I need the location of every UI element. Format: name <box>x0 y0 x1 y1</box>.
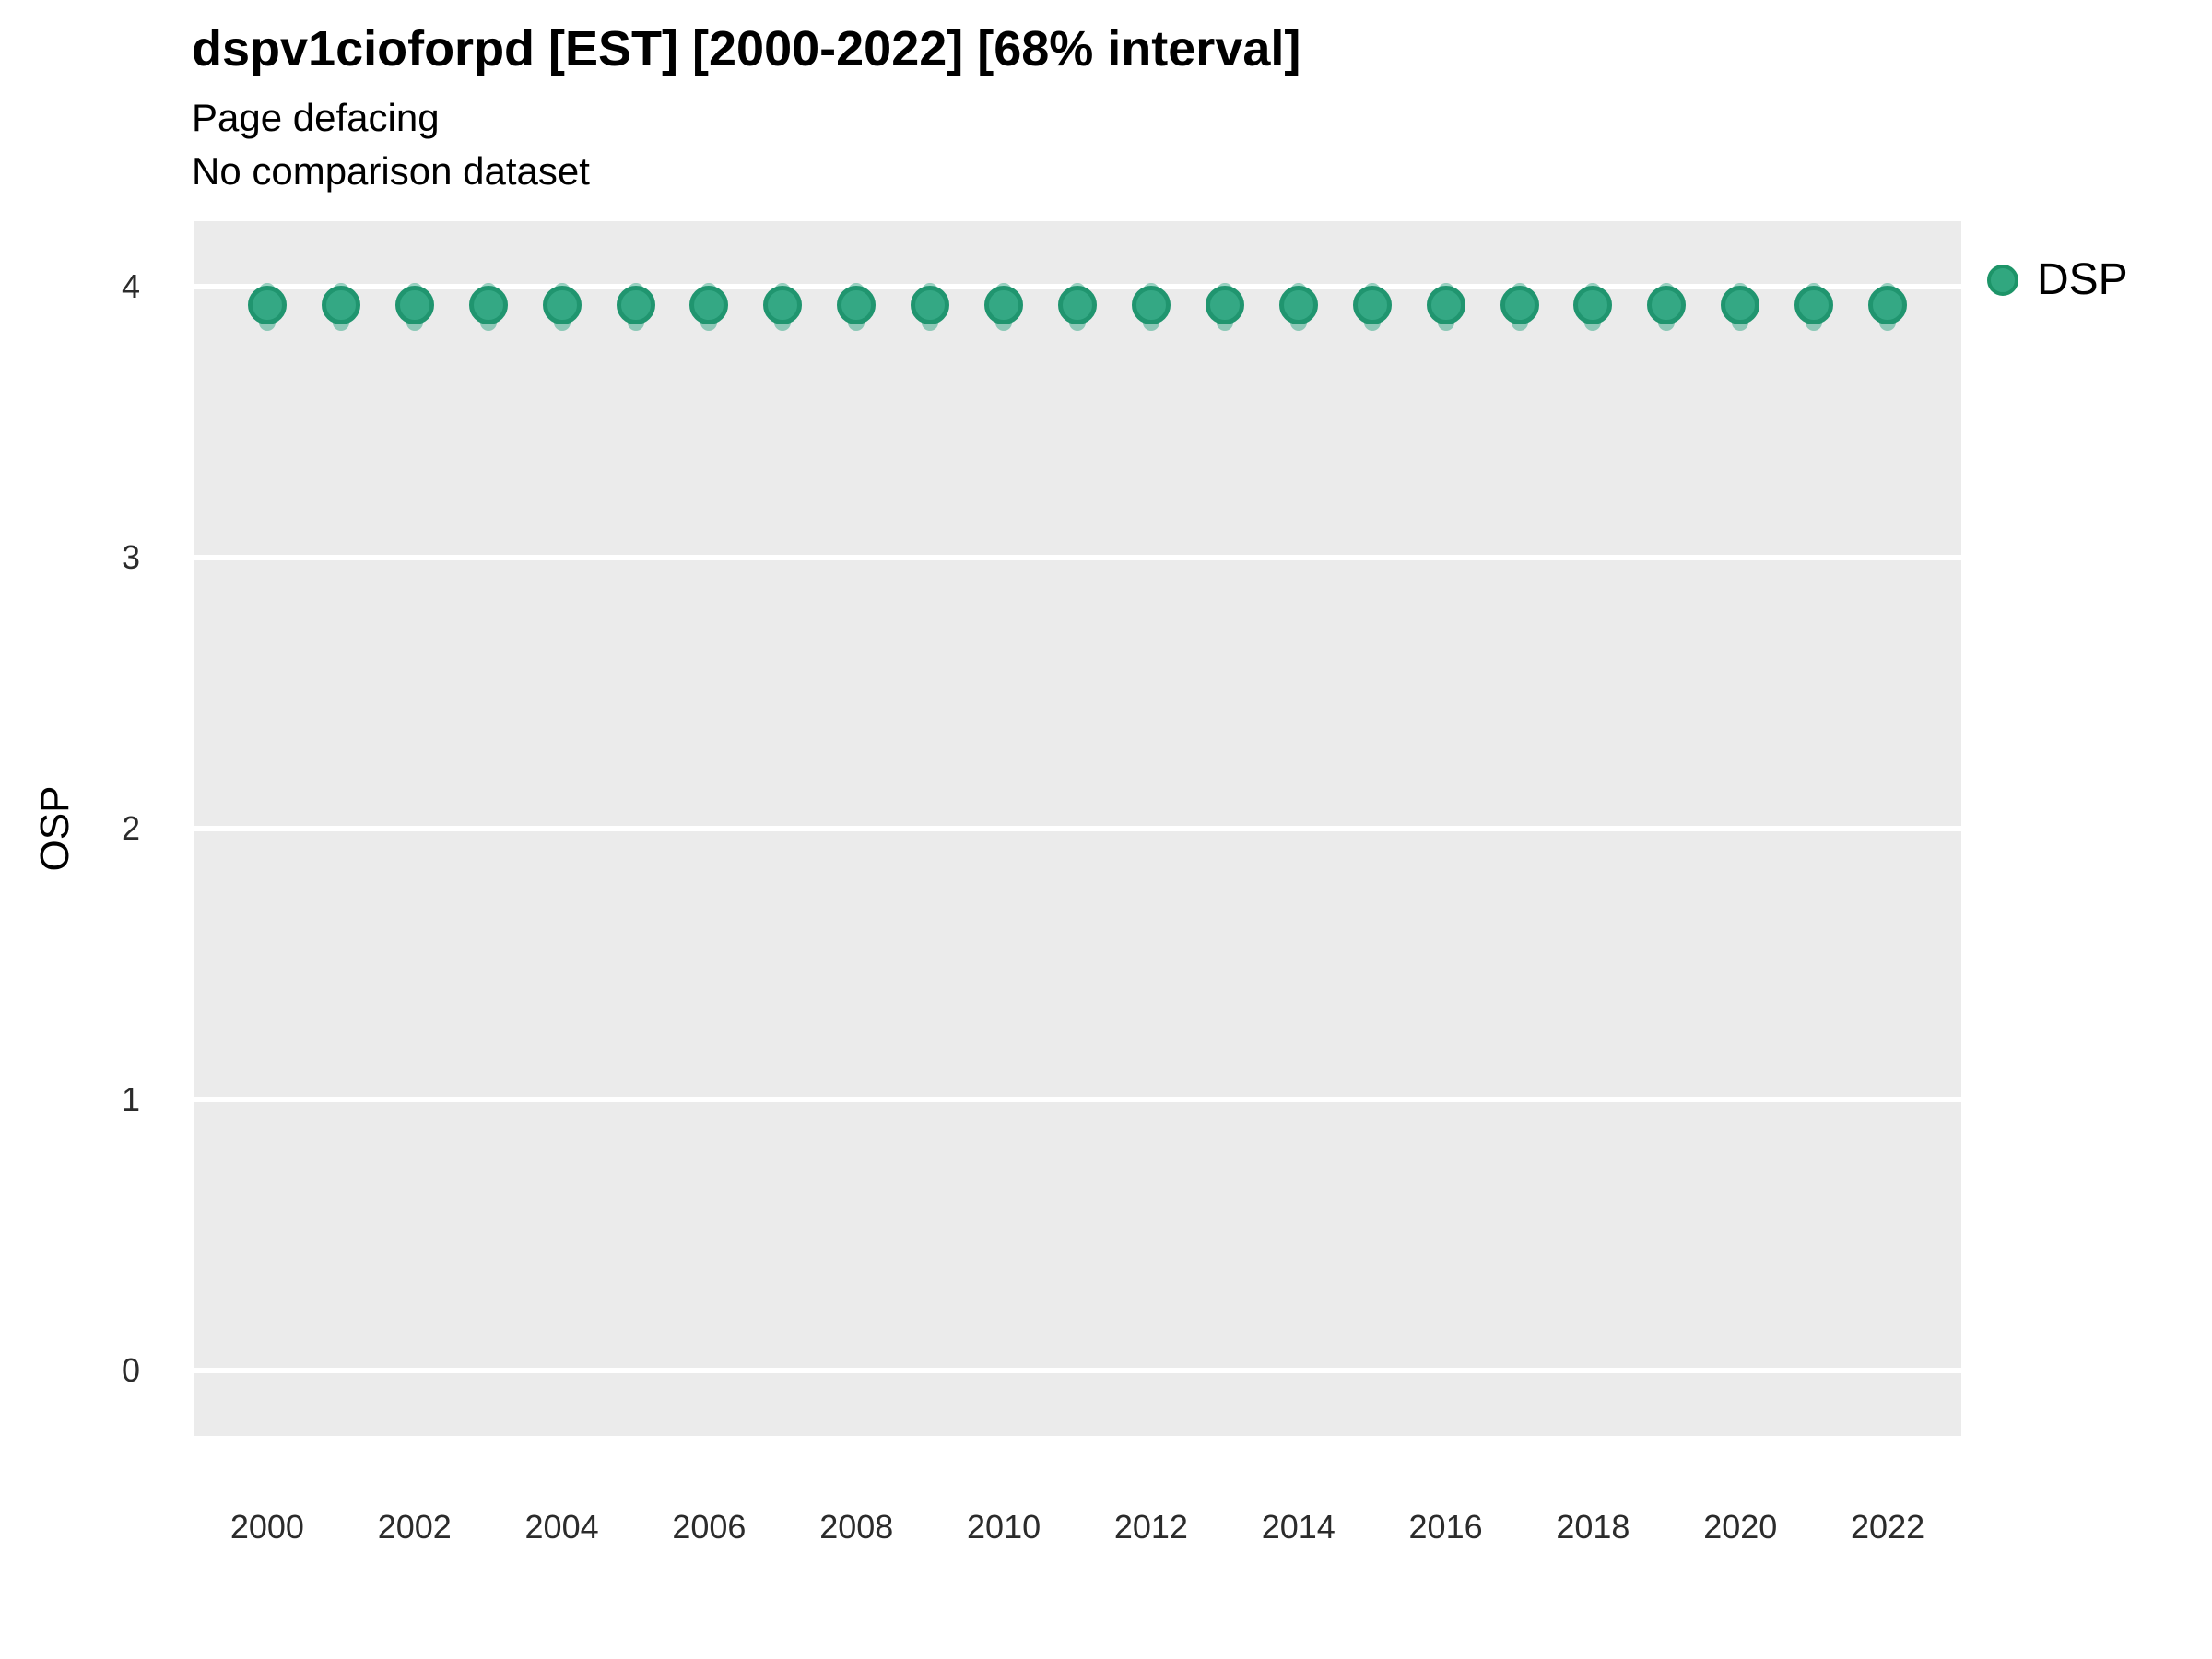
data-point <box>321 286 360 325</box>
y-tick-label: 4 <box>121 266 140 305</box>
x-tick-label: 2012 <box>1113 1508 1188 1546</box>
data-point <box>1794 286 1834 325</box>
x-tick-label: 2004 <box>524 1508 599 1546</box>
y-tick-label: 3 <box>121 537 140 576</box>
x-tick-label: 2000 <box>229 1508 304 1546</box>
x-tick-label: 2008 <box>819 1508 894 1546</box>
data-point <box>1058 286 1097 325</box>
legend-label: DSP <box>2037 255 2128 304</box>
data-point <box>468 286 508 325</box>
data-point <box>542 286 582 325</box>
data-point <box>689 286 729 325</box>
data-point <box>984 286 1024 325</box>
chart-subtitle: Page defacing <box>192 96 440 139</box>
x-tick-label: 2014 <box>1261 1508 1335 1546</box>
data-point <box>394 286 434 325</box>
data-point <box>1721 286 1760 325</box>
data-point <box>1131 286 1171 325</box>
x-tick-label: 2016 <box>1408 1508 1483 1546</box>
x-tick-label: 2018 <box>1556 1508 1630 1546</box>
data-point <box>1205 286 1244 325</box>
x-tick-label: 2020 <box>1703 1508 1778 1546</box>
data-point <box>1647 286 1687 325</box>
y-gridline <box>194 826 1961 831</box>
data-point <box>763 286 803 325</box>
y-tick-label: 1 <box>121 1080 140 1119</box>
data-point <box>837 286 877 325</box>
y-tick-label: 0 <box>121 1351 140 1390</box>
data-point <box>1573 286 1613 325</box>
y-gridline <box>194 1368 1961 1374</box>
legend-point-swatch <box>1987 264 2018 296</box>
x-tick-label: 2022 <box>1851 1508 1925 1546</box>
plot-panel <box>194 221 1961 1436</box>
legend: DSP <box>1987 254 2128 305</box>
x-tick-label: 2002 <box>377 1508 452 1546</box>
data-point <box>911 286 950 325</box>
chart-subtitle-2: No comparison dataset <box>192 149 590 193</box>
y-gridline <box>194 554 1961 560</box>
data-point <box>616 286 655 325</box>
chart-title: dspv1cioforpd [EST] [2000-2022] [68% int… <box>192 21 1301 76</box>
data-point <box>1868 286 1908 325</box>
data-point <box>1352 286 1392 325</box>
y-gridline <box>194 1097 1961 1103</box>
data-point <box>1426 286 1465 325</box>
data-point <box>1500 286 1539 325</box>
y-tick-label: 2 <box>121 809 140 847</box>
x-tick-label: 2006 <box>672 1508 747 1546</box>
x-tick-label: 2010 <box>967 1508 1041 1546</box>
data-point <box>1278 286 1318 325</box>
data-point <box>247 286 287 325</box>
